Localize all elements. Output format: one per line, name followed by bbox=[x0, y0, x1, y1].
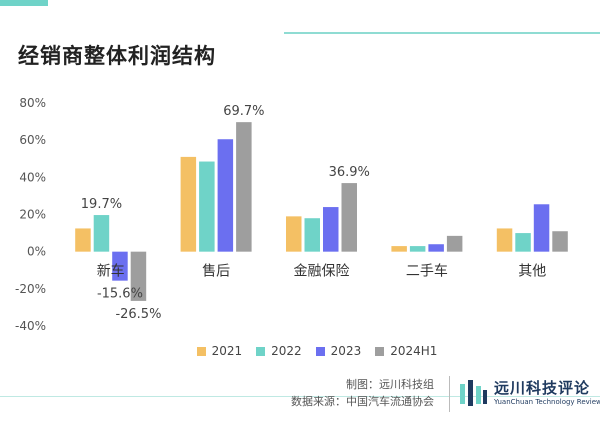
data-label: -15.6% bbox=[97, 287, 143, 302]
y-tick-label: 0% bbox=[27, 245, 46, 259]
credit-maker: 制图：远川科技组 bbox=[346, 378, 434, 391]
bar-2022-3 bbox=[409, 246, 426, 252]
y-tick-label: 60% bbox=[19, 133, 46, 147]
bar-2023-4 bbox=[533, 204, 550, 252]
bar-2021-2 bbox=[286, 216, 302, 252]
x-tick-label: 二手车 bbox=[406, 263, 448, 280]
legend-label: 2024H1 bbox=[390, 344, 438, 358]
y-tick-label: 20% bbox=[19, 208, 46, 222]
bar-2022-2 bbox=[304, 218, 320, 252]
legend-swatch bbox=[256, 346, 266, 356]
logo-name-cn: 远川科技评论 bbox=[494, 379, 591, 397]
legend-label: 2022 bbox=[271, 344, 302, 358]
bar-chart: 80% 60% 40% 20% 0% -20% -40% 新车 售后 金融保险 二手车 其他 19.7%… bbox=[15, 96, 568, 333]
bar-2022-4 bbox=[515, 233, 531, 252]
legend-item: 2021 bbox=[196, 344, 243, 358]
legend-item: 2024H1 bbox=[375, 344, 437, 358]
bar-2021-3 bbox=[391, 246, 407, 252]
legend-swatch bbox=[196, 346, 206, 356]
bar-2021-4 bbox=[496, 228, 513, 252]
bar-2023-1 bbox=[217, 139, 234, 252]
legend-label: 2023 bbox=[330, 344, 362, 358]
x-tick-label: 新车 bbox=[97, 263, 125, 280]
legend-item: 2022 bbox=[256, 344, 302, 358]
bar-2024H1-0 bbox=[130, 251, 147, 301]
bar-2024H1-4 bbox=[552, 231, 568, 252]
data-label: -26.5% bbox=[115, 307, 161, 322]
bar-2021-1 bbox=[180, 156, 197, 252]
logo-name-en: YuanChuan Technology Review bbox=[494, 398, 600, 406]
bar-2023-3 bbox=[428, 244, 444, 252]
bar-2024H1-2 bbox=[341, 183, 357, 252]
credits: 制图：远川科技组 数据来源：中国汽车流通协会 bbox=[291, 376, 434, 410]
bar-2024H1-3 bbox=[446, 235, 463, 252]
legend-swatch bbox=[375, 346, 385, 356]
data-label: 19.7% bbox=[81, 197, 122, 212]
bar-2023-2 bbox=[323, 207, 339, 252]
top-rule bbox=[284, 32, 600, 34]
chart-legend: 2021 2022 2023 2024H1 bbox=[0, 342, 600, 360]
legend-label: 2021 bbox=[211, 344, 243, 358]
credit-source: 数据来源：中国汽车流通协会 bbox=[291, 395, 434, 408]
bar-2023-0 bbox=[112, 251, 128, 281]
x-tick-label: 其他 bbox=[518, 264, 546, 280]
logo-mark-icon bbox=[460, 380, 487, 406]
bar-2022-0 bbox=[93, 215, 110, 252]
legend-swatch bbox=[315, 346, 325, 356]
bar-2022-1 bbox=[199, 161, 215, 252]
bottom-rule bbox=[0, 396, 600, 397]
y-tick-label: 80% bbox=[19, 96, 46, 110]
corner-accent bbox=[0, 0, 48, 6]
bar-2024H1-1 bbox=[236, 122, 252, 252]
y-tick-label: -20% bbox=[15, 282, 46, 296]
legend-item: 2023 bbox=[315, 344, 362, 358]
publisher-logo: 远川科技评论 YuanChuan Technology Review bbox=[458, 378, 600, 408]
chart-title: 经销商整体利润结构 bbox=[18, 44, 216, 68]
y-tick-label: 40% bbox=[19, 170, 46, 184]
logo-divider bbox=[449, 376, 450, 412]
y-tick-label: -40% bbox=[15, 319, 46, 333]
x-tick-label: 金融保险 bbox=[294, 264, 350, 280]
bar-2021-0 bbox=[75, 228, 91, 252]
x-tick-label: 售后 bbox=[202, 264, 230, 280]
data-label: 69.7% bbox=[223, 104, 264, 119]
data-label: 36.9% bbox=[329, 165, 370, 180]
